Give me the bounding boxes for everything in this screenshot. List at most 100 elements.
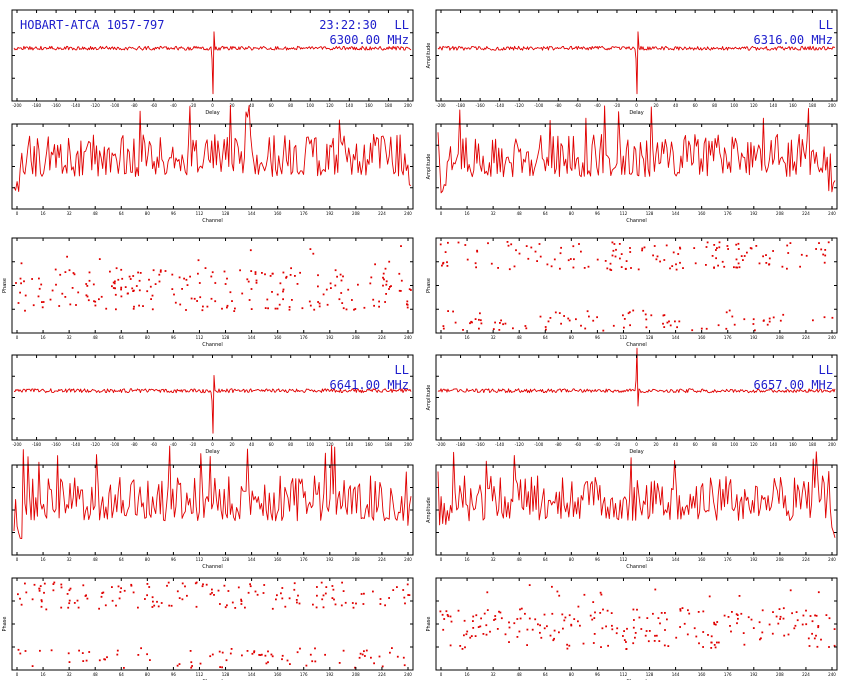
phase-point — [634, 636, 636, 639]
phase-point — [101, 592, 104, 594]
phase-point — [267, 661, 269, 664]
phase-point — [330, 287, 332, 289]
phase-point — [314, 647, 316, 650]
x-tick-label: 160 — [698, 335, 706, 340]
phase-point — [231, 300, 233, 302]
x-axis-label: Delay — [205, 110, 219, 116]
phase-point — [73, 602, 76, 604]
x-tick-label: -120 — [515, 442, 525, 447]
x-tick-label: 32 — [491, 557, 497, 562]
phase-point — [653, 640, 656, 642]
x-tick-label: 128 — [646, 672, 654, 677]
x-tick-label: 32 — [491, 672, 497, 677]
x-tick-label: 64 — [543, 335, 549, 340]
phase-point — [342, 649, 345, 652]
x-tick-label: 240 — [828, 557, 836, 562]
phase-point — [737, 242, 740, 245]
phase-point — [82, 584, 85, 587]
phase-point — [149, 285, 152, 288]
phase-point — [667, 645, 670, 647]
phase-point — [309, 653, 312, 656]
phase-point — [156, 600, 158, 603]
phase-point — [754, 329, 756, 332]
phase-point — [138, 304, 140, 307]
phase-point — [802, 614, 805, 617]
y-axis-label: Phase — [426, 278, 432, 293]
phase-point — [352, 606, 355, 609]
phase-point — [317, 301, 319, 303]
phase-point — [646, 617, 649, 619]
phase-point — [267, 307, 269, 310]
phase-point — [652, 254, 654, 257]
phase-point — [561, 613, 564, 616]
phase-point — [138, 279, 141, 282]
delay-trace — [13, 374, 412, 434]
phase-point — [173, 293, 175, 296]
x-tick-label: -160 — [52, 442, 62, 447]
phase-point — [308, 300, 311, 303]
phase-point — [640, 628, 643, 630]
phase-point — [406, 303, 408, 306]
phase-point — [534, 618, 537, 621]
y-axis-label: Phase — [426, 617, 432, 632]
phase-point — [713, 621, 715, 624]
phase-point — [363, 592, 365, 595]
x-axis-label: Channel — [626, 342, 647, 348]
phase-point — [103, 658, 106, 661]
phase-point — [15, 282, 17, 284]
phase-point — [60, 586, 63, 589]
x-tick-label: 208 — [352, 335, 360, 340]
phase-point — [379, 598, 382, 600]
x-tick-label: 96 — [595, 211, 601, 216]
phase-point — [494, 618, 497, 621]
phase-point — [247, 591, 250, 594]
phase-point — [211, 591, 213, 594]
phase-point — [118, 597, 121, 600]
x-tick-label: 144 — [672, 672, 680, 677]
phase-point — [370, 656, 372, 659]
phase-point — [241, 292, 244, 295]
phase-point — [271, 655, 274, 658]
phase-point — [738, 266, 741, 269]
x-tick-label: -40 — [170, 442, 177, 447]
x-tick-label: 120 — [750, 442, 758, 447]
phase-point — [115, 267, 118, 270]
phase-point — [694, 262, 697, 265]
phase-point — [833, 644, 836, 647]
y-axis-label: Amplitude — [426, 497, 432, 523]
phase-point — [309, 248, 312, 250]
phase-point — [750, 618, 753, 621]
phase-point — [560, 246, 562, 249]
x-tick-label: 200 — [404, 103, 412, 108]
phase-point — [666, 321, 669, 324]
phase-point — [750, 247, 753, 250]
phase-point — [815, 634, 817, 637]
x-tick-label: 64 — [119, 557, 125, 562]
phase-point — [787, 633, 790, 636]
phase-point — [752, 323, 755, 325]
phase-point — [388, 597, 390, 599]
phase-point — [291, 299, 293, 301]
x-tick-label: 16 — [465, 557, 471, 562]
phase-point — [171, 288, 174, 290]
phase-point — [295, 599, 298, 601]
x-tick-label: 128 — [222, 211, 230, 216]
phase-point — [313, 308, 316, 311]
phase-point — [181, 582, 184, 585]
phase-point — [351, 602, 354, 604]
phase-point — [629, 251, 632, 253]
x-tick-label: 16 — [465, 672, 471, 677]
phase-point — [137, 606, 139, 609]
x-tick-label: 120 — [326, 103, 334, 108]
phase-point — [811, 620, 814, 623]
phase-point — [382, 284, 384, 287]
x-tick-label: -100 — [110, 103, 120, 108]
phase-point — [334, 603, 337, 606]
phase-point — [331, 585, 334, 587]
phase-point — [372, 298, 375, 301]
x-tick-label: 112 — [620, 335, 628, 340]
phase-point — [279, 282, 282, 285]
phase-point — [363, 306, 366, 309]
x-tick-label: 144 — [672, 335, 680, 340]
phase-point — [121, 277, 124, 280]
